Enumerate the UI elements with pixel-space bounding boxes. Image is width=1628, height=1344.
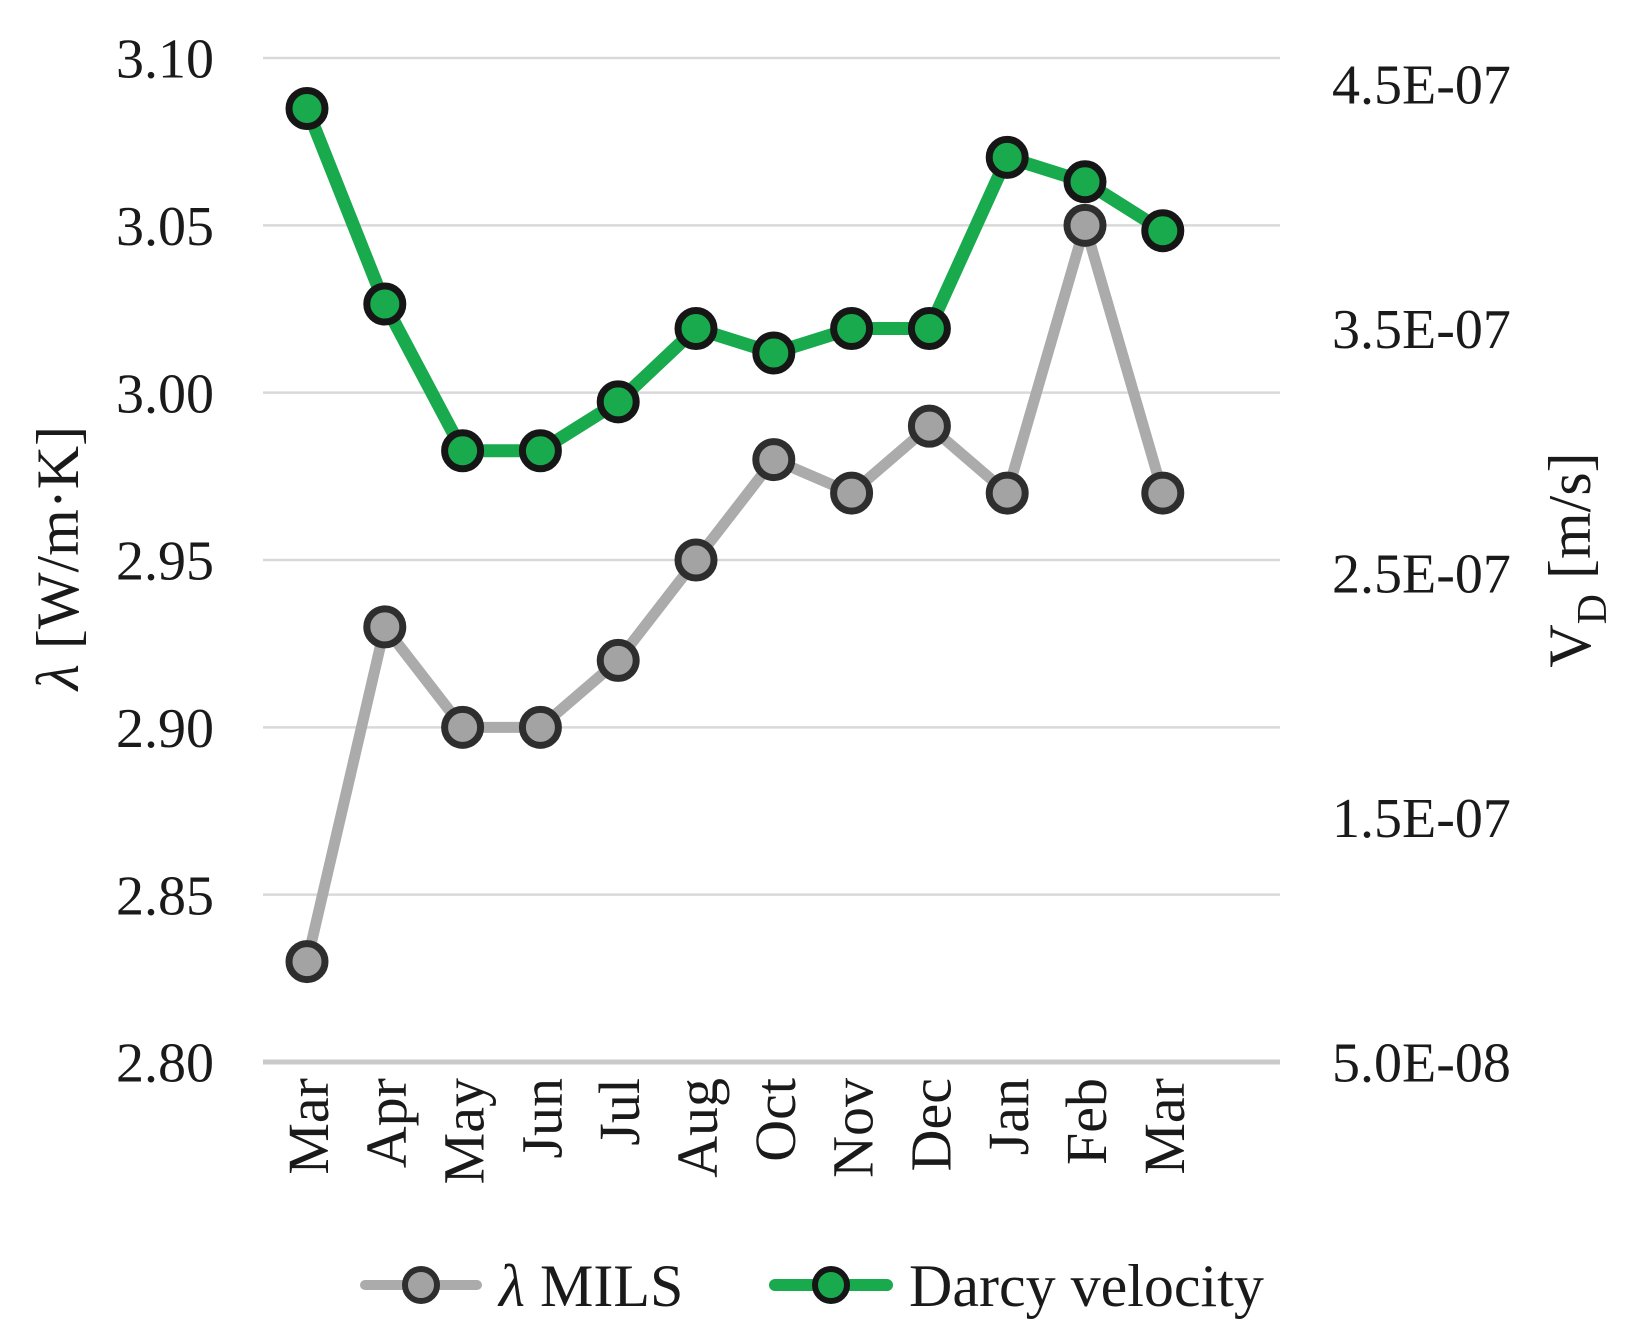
right-axis-title: VD [m/s] [1537, 452, 1616, 667]
data-point-marker [907, 404, 951, 448]
data-point-marker [285, 86, 329, 130]
data-point-marker [674, 307, 718, 350]
data-point-marker [1063, 160, 1107, 204]
x-axis-tick-label: Apr [354, 1078, 419, 1168]
x-axis-tick-label: Mar [1132, 1078, 1197, 1175]
left-axis-tick-label: 3.00 [116, 363, 214, 425]
left-axis-tick-label: 3.05 [116, 196, 214, 258]
x-axis-tick-label: Nov [821, 1078, 886, 1178]
right-axis-tick-label: 4.5E-07 [1332, 55, 1511, 117]
left-axis-tick-labels: 3.10 3.05 3.00 2.95 2.90 2.85 2.80 [116, 29, 214, 1095]
left-axis-tick-label: 2.80 [116, 1033, 214, 1095]
right-axis-tick-labels: 4.5E-07 3.5E-07 2.5E-07 1.5E-07 5.0E-08 [1332, 55, 1511, 1095]
data-point-marker [985, 135, 1029, 179]
legend-marker-swatch [402, 1266, 440, 1304]
data-point-marker [752, 438, 796, 482]
data-point-marker [596, 380, 640, 424]
x-axis-tick-label: Jun [509, 1078, 574, 1159]
legend-marker-swatch [812, 1266, 850, 1304]
data-point-marker [752, 331, 796, 375]
x-axis-tick-label: Dec [898, 1078, 963, 1171]
data-point-marker [830, 471, 874, 515]
data-point-marker [518, 705, 562, 749]
legend-item-label: λ MILS [497, 1253, 683, 1319]
right-axis-tick-label: 5.0E-08 [1332, 1033, 1511, 1095]
left-axis-tick-label: 2.90 [116, 698, 214, 760]
data-point-marker [363, 605, 407, 649]
right-axis-tick-label: 3.5E-07 [1332, 299, 1511, 361]
data-point-marker [441, 705, 485, 749]
data-point-marker [1063, 203, 1107, 247]
x-axis-tick-label: Jan [976, 1078, 1041, 1155]
left-axis-tick-label: 2.85 [116, 865, 214, 927]
legend: λ MILS Darcy velocity [360, 1253, 1264, 1319]
legend-item: Darcy velocity [769, 1253, 1264, 1319]
left-axis-tick-label: 2.95 [116, 531, 214, 593]
data-point-marker [441, 429, 485, 473]
data-point-marker [830, 307, 874, 350]
data-point-marker [907, 307, 951, 350]
data-point-marker [674, 538, 718, 582]
series-lambda-mils [285, 203, 1185, 984]
data-point-marker [363, 282, 407, 326]
x-axis-tick-label: Aug [665, 1078, 730, 1178]
x-axis-tick-label: Feb [1054, 1078, 1119, 1165]
left-axis-title: λ [W/m·K] [25, 426, 91, 692]
data-point-marker [985, 471, 1029, 515]
data-point-marker [1141, 471, 1185, 515]
right-axis-tick-label: 1.5E-07 [1332, 788, 1511, 850]
legend-item: λ MILS [360, 1253, 683, 1319]
x-axis-tick-label: Jul [587, 1078, 652, 1146]
data-point-marker [518, 429, 562, 473]
left-axis-tick-label: 3.10 [116, 29, 214, 91]
data-point-marker [596, 638, 640, 682]
x-axis-tick-label: Oct [743, 1078, 808, 1162]
series-darcy-velocity [285, 86, 1185, 473]
x-axis-tick-label: May [432, 1078, 497, 1184]
data-point-marker [1141, 209, 1185, 253]
legend-item-label: Darcy velocity [909, 1253, 1264, 1319]
data-point-marker [285, 940, 329, 984]
x-axis-tick-labels: Mar Apr May Jun Jul Aug Oct Nov Dec Jan Feb Mar [276, 1078, 1197, 1184]
x-axis-tick-label: Mar [276, 1078, 341, 1175]
right-axis-tick-label: 2.5E-07 [1332, 544, 1511, 606]
